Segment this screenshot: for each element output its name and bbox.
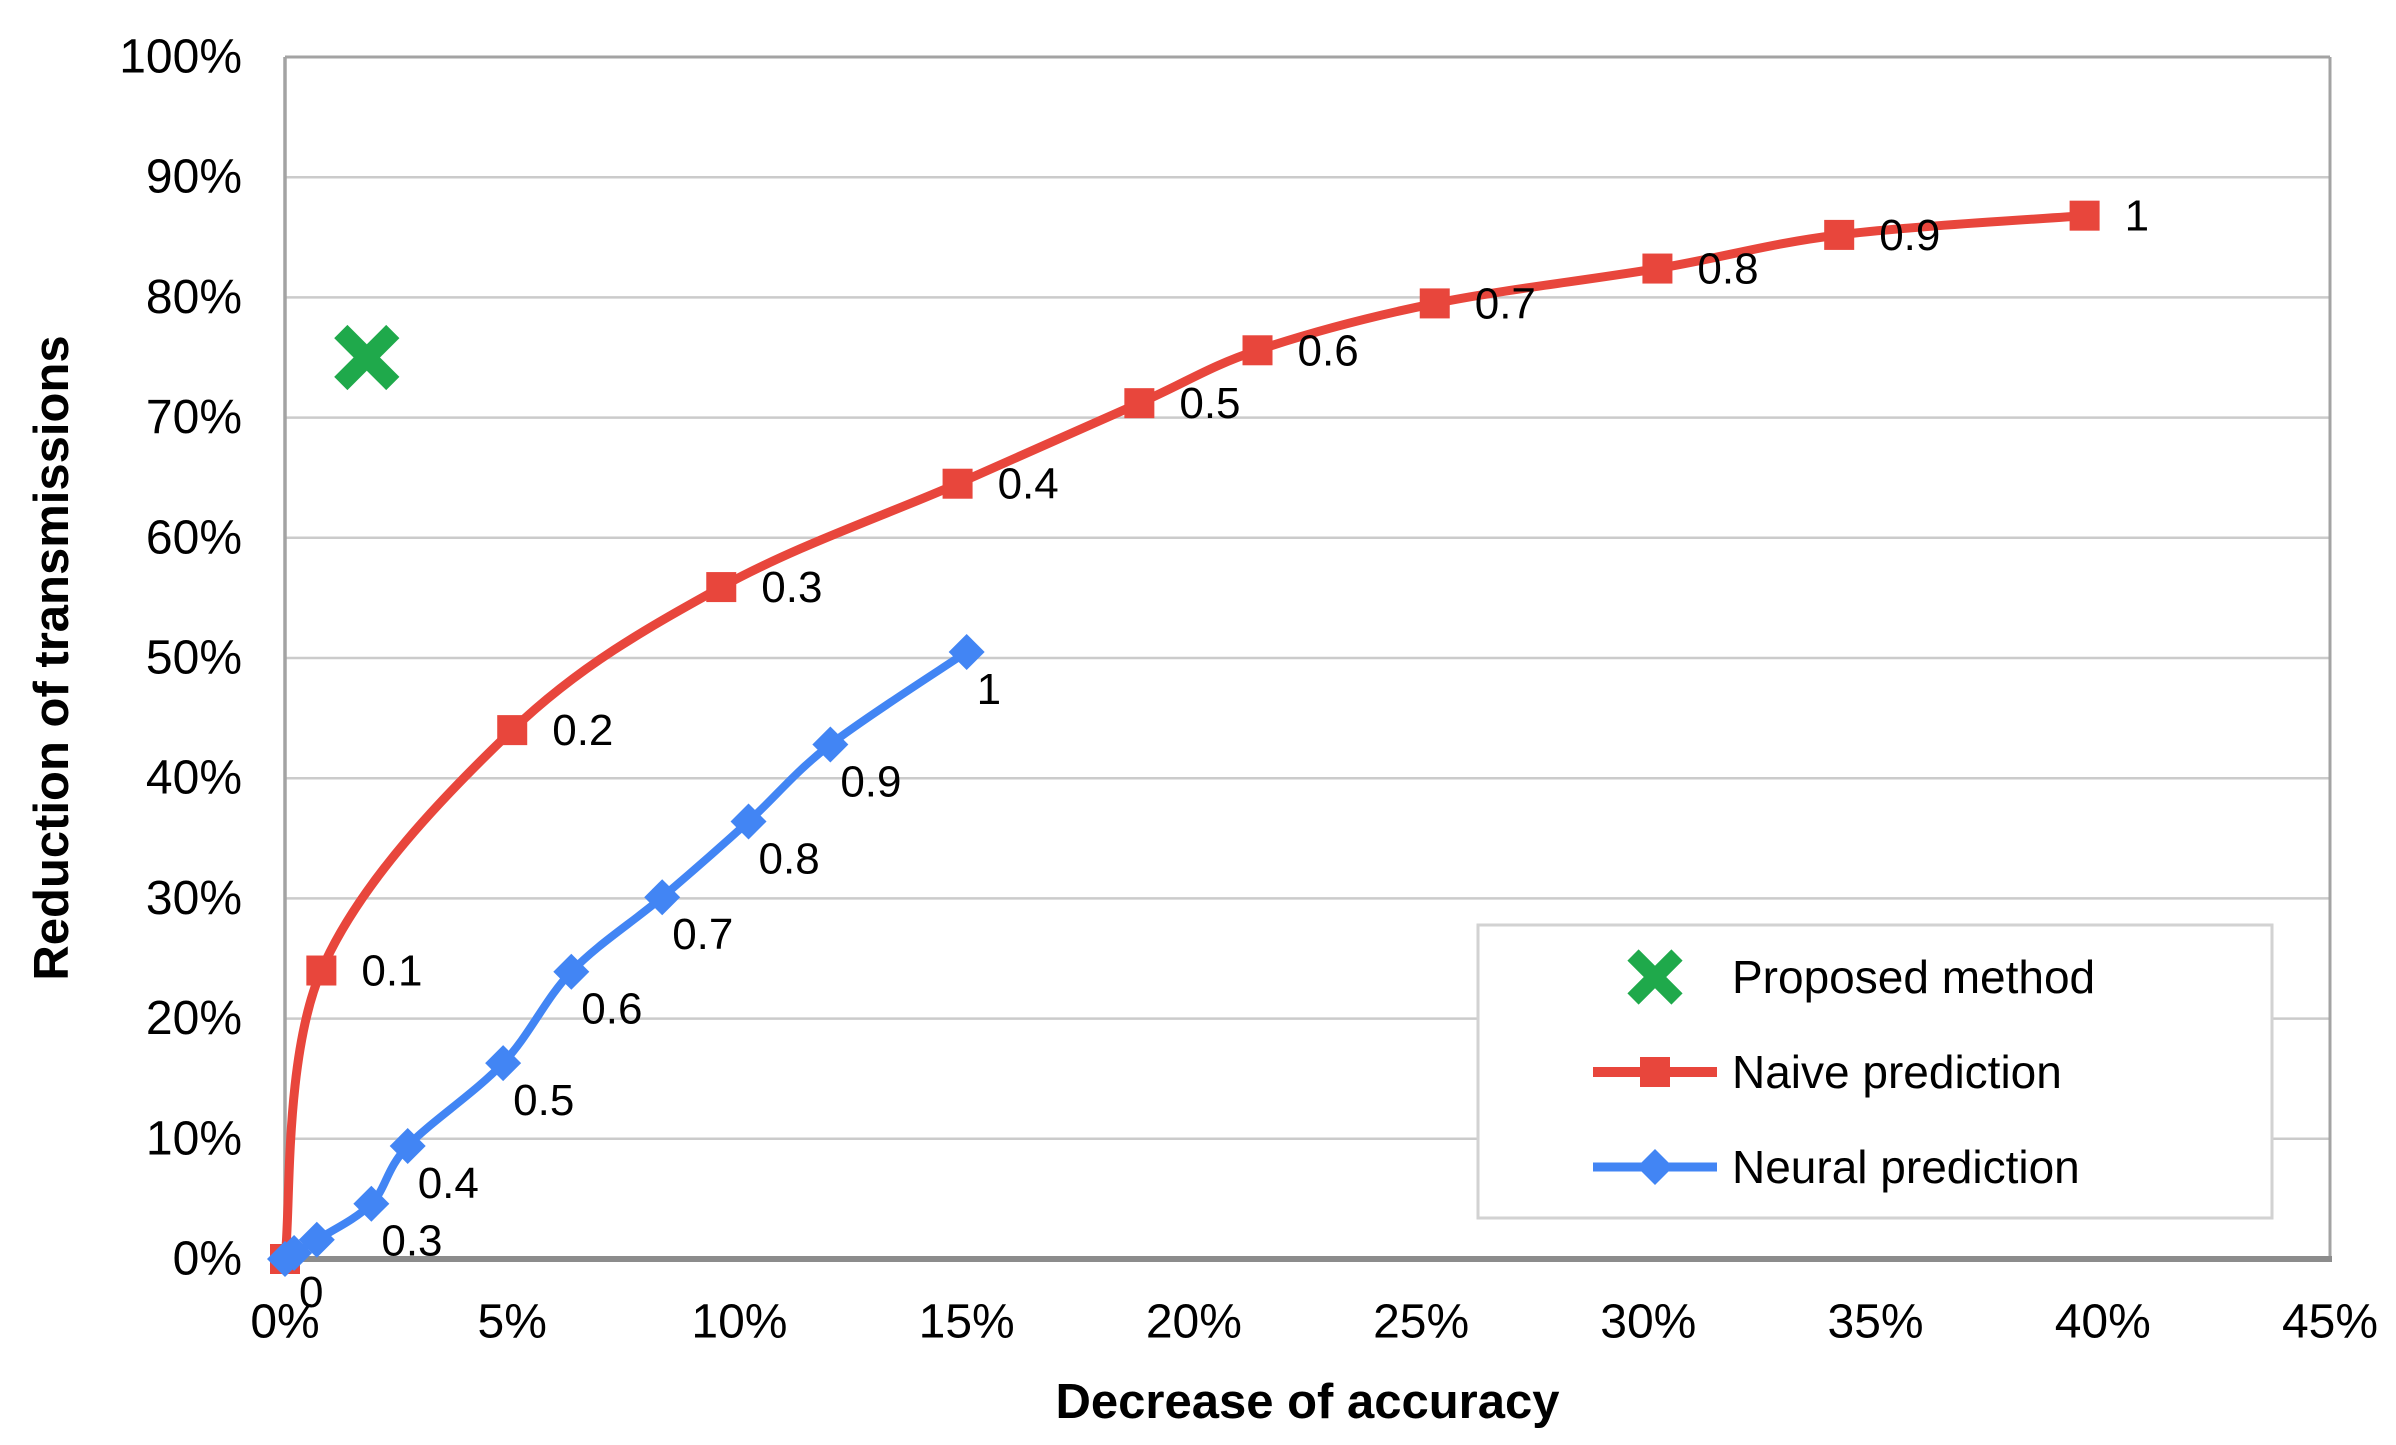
- x-tick-label: 20%: [1146, 1296, 1242, 1349]
- legend-label: Proposed method: [1732, 951, 2095, 1003]
- diamond-marker: [553, 953, 590, 990]
- series-line: [280, 211, 2085, 1260]
- diamond-marker: [389, 1128, 426, 1165]
- x-axis-title: Decrease of accuracy: [1056, 1375, 1560, 1429]
- square-marker: [706, 572, 737, 603]
- diamond-marker: [948, 633, 985, 670]
- legend-entry: Proposed method: [1627, 949, 2095, 1005]
- series-naive-prediction: 00.10.20.30.40.50.60.70.80.9 1: [270, 192, 2149, 1317]
- square-marker: [1242, 335, 1273, 366]
- diamond-marker: [730, 803, 767, 840]
- data-label: 0.7: [1475, 279, 1536, 328]
- diamond-marker: [298, 1221, 335, 1258]
- square-marker: [1824, 219, 1855, 250]
- legend-entry: Naive prediction: [1593, 1046, 2062, 1098]
- data-label: 0.9: [840, 758, 901, 807]
- data-label: 0.3: [761, 563, 822, 612]
- x-tick-label: 25%: [1373, 1296, 1469, 1349]
- data-label: 0.5: [1179, 379, 1240, 428]
- proposed-method-x-marker: [334, 324, 400, 391]
- legend-label: Naive prediction: [1732, 1046, 2062, 1098]
- x-tick-label: 10%: [691, 1296, 787, 1349]
- square-marker: [497, 715, 528, 746]
- data-label: 0.6: [581, 985, 642, 1034]
- series-proposed-method: [334, 324, 400, 391]
- legend-entry: Neural prediction: [1593, 1141, 2080, 1193]
- x-tick-label: 45%: [2282, 1296, 2378, 1349]
- diamond-marker: [353, 1185, 390, 1222]
- data-label: 0.2: [552, 706, 613, 755]
- x-tick-label: 30%: [1600, 1296, 1696, 1349]
- x-tick-label: 0%: [250, 1296, 319, 1349]
- y-tick-label: 0%: [173, 1233, 242, 1286]
- y-tick-label: 60%: [146, 511, 242, 564]
- diamond-marker: [485, 1045, 522, 1082]
- data-label: 0.8: [759, 834, 820, 883]
- legend-x-marker: [1627, 949, 1683, 1005]
- legend: Proposed method Naive prediction Neural pr…: [1476, 923, 2274, 1220]
- square-marker: [1642, 253, 1673, 284]
- legend-label: Neural prediction: [1732, 1141, 2080, 1193]
- data-label: 0.9: [1879, 211, 1940, 260]
- x-tick-label: 5%: [478, 1296, 547, 1349]
- diamond-marker: [812, 726, 849, 763]
- x-axis-tick-labels: 0% 5% 10% 15% 20% 25% 30% 35% 40% 45%: [250, 1296, 2378, 1349]
- data-label: 0.7: [672, 910, 733, 959]
- x-tick-label: 15%: [919, 1296, 1015, 1349]
- data-label: 1: [977, 665, 1001, 714]
- data-label: 0.4: [998, 460, 1059, 509]
- x-tick-label: 40%: [2055, 1296, 2151, 1349]
- diamond-marker: [644, 879, 681, 916]
- square-marker: [306, 955, 337, 986]
- y-axis-tick-labels: 0% 10% 20% 30% 40% 50% 60% 70% 80% 90% 100%: [119, 31, 242, 1286]
- x-tick-label: 35%: [1828, 1296, 1924, 1349]
- square-marker: [1124, 388, 1155, 419]
- series-neural-prediction: 0.3 0.4 0.50.6 0.7 0.8 0.9 1: [267, 633, 1001, 1277]
- square-marker: [2069, 200, 2100, 231]
- legend-marker: [1637, 1149, 1673, 1185]
- data-label: 0: [299, 1268, 323, 1317]
- data-label: 0.4: [418, 1159, 479, 1208]
- data-label: 0.6: [1298, 326, 1359, 375]
- gridlines: [285, 175, 2330, 1141]
- y-tick-label: 70%: [146, 391, 242, 444]
- y-tick-label: 40%: [146, 752, 242, 805]
- y-tick-label: 90%: [146, 151, 242, 204]
- legend-marker: [1640, 1057, 1670, 1087]
- data-label: 0.8: [1697, 245, 1758, 294]
- data-label: 1: [2125, 192, 2149, 241]
- y-tick-label: 100%: [119, 31, 242, 84]
- y-tick-label: 20%: [146, 992, 242, 1045]
- data-label: 0.5: [513, 1076, 574, 1125]
- square-marker: [1419, 288, 1450, 319]
- y-tick-label: 80%: [146, 271, 242, 324]
- square-marker: [942, 468, 973, 499]
- axes: [283, 55, 2332, 1262]
- data-label: 0.1: [361, 947, 422, 996]
- y-axis-title: Reduction of transmissions: [25, 335, 79, 980]
- y-tick-label: 50%: [146, 632, 242, 685]
- y-tick-label: 30%: [146, 872, 242, 925]
- data-label: 0.3: [381, 1217, 442, 1266]
- y-tick-label: 10%: [146, 1112, 242, 1165]
